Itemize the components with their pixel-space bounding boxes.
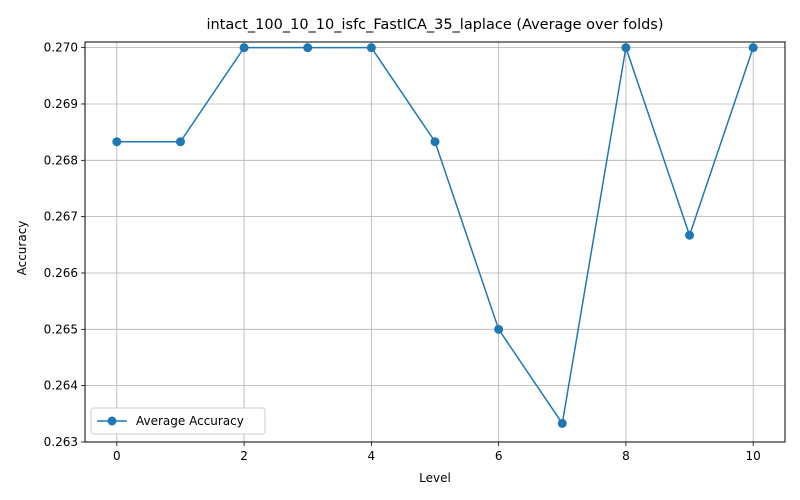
y-tick-label: 0.266	[44, 266, 78, 280]
y-axis-label: Accuracy	[15, 221, 29, 276]
y-tick-label: 0.268	[44, 153, 78, 167]
legend-box	[90, 407, 266, 435]
grid-lines	[85, 42, 785, 443]
y-axis-ticks: 0.263 0.264 0.265 0.266 0.267 0.268 0.269 0.270	[44, 41, 85, 449]
data-point	[557, 418, 567, 428]
x-tick-label: 8	[622, 449, 630, 463]
legend: Average Accuracy	[90, 407, 266, 435]
x-tick-label: 4	[368, 449, 376, 463]
data-point	[239, 43, 249, 53]
data-point	[621, 43, 631, 53]
x-tick-label: 2	[240, 449, 248, 463]
y-tick-label: 0.269	[44, 97, 78, 111]
y-tick-label: 0.265	[44, 322, 78, 336]
plot-frame	[84, 41, 786, 443]
legend-label: Average Accuracy	[136, 414, 244, 428]
x-tick-label: 10	[746, 449, 761, 463]
data-point	[494, 324, 504, 334]
y-tick-label: 0.270	[44, 41, 78, 55]
y-tick-label: 0.264	[44, 379, 78, 393]
chart-title: intact_100_10_10_isfc_FastICA_35_laplace…	[206, 17, 663, 33]
x-axis-label: Level	[419, 471, 451, 485]
data-point	[685, 230, 695, 240]
x-tick-label: 6	[495, 449, 503, 463]
data-point	[748, 43, 758, 53]
data-point	[112, 137, 122, 147]
series-layer	[112, 43, 758, 428]
legend-marker	[107, 416, 117, 426]
y-tick-label: 0.267	[44, 210, 78, 224]
data-point	[430, 137, 440, 147]
x-tick-label: 0	[113, 449, 121, 463]
data-point	[366, 43, 376, 53]
data-point	[175, 137, 185, 147]
data-point	[303, 43, 313, 53]
x-axis-ticks: 0 2 4 6 8 10	[113, 442, 761, 463]
y-tick-label: 0.263	[44, 435, 78, 449]
